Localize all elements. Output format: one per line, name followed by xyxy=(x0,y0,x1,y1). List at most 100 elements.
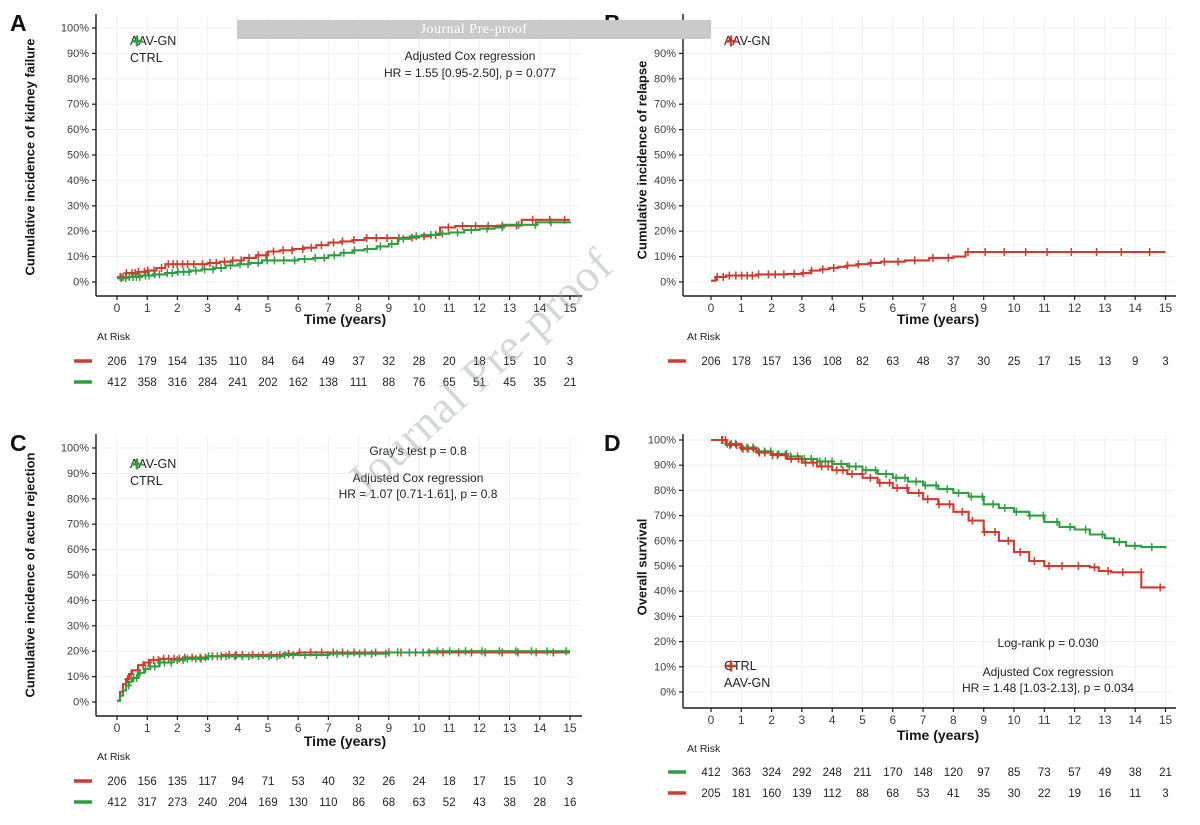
at-risk-value: 11 xyxy=(1129,788,1141,800)
x-tick-label: 0 xyxy=(114,301,121,315)
at-risk-value: 18 xyxy=(443,776,456,788)
at-risk-value: 135 xyxy=(168,776,187,788)
y-tick-label: 30% xyxy=(67,200,89,212)
panel-b-y-axis-title: Cumulative incidence of relapse xyxy=(634,60,650,260)
y-tick-label: 90% xyxy=(67,48,89,60)
x-tick-label: 1 xyxy=(144,301,151,315)
at-risk-value: 412 xyxy=(701,767,720,779)
at-risk-value: 108 xyxy=(823,356,842,368)
panel-c-y-axis-title: Cumulative incidence of acute rejection xyxy=(22,452,38,698)
x-tick-label: 12 xyxy=(1068,301,1082,315)
panel-c-annotation-line: Gray's test p = 0.8 xyxy=(369,444,467,458)
y-tick-label: 70% xyxy=(654,99,676,111)
x-tick-label: 8 xyxy=(950,301,957,315)
panel-a-label: A xyxy=(10,10,27,36)
x-tick-label: 3 xyxy=(799,713,806,727)
at-risk-value: 18 xyxy=(473,356,486,368)
at-risk-table: 206 179 154 135 110 84 64 49 37 32 28 20 18 15 10 3 412 3… xyxy=(74,356,576,389)
x-tick-label: 3 xyxy=(799,301,806,315)
at-risk-row-aav-gn: 205 181 160 139 112 88 68 53 41 35 30 22 19 16 11 3 xyxy=(668,788,1169,800)
x-tick-label: 10 xyxy=(412,721,426,735)
at-risk-table: 206 156 135 117 94 71 53 40 32 26 24 18 17 15 10 3 412 31… xyxy=(74,776,576,809)
y-tick-label: 0% xyxy=(660,687,676,699)
panel-c: 0% 10% 20% 30% 40% 50% 60% 70% 80% 90% 100% 0 1 2 3 4 5 6… xyxy=(8,420,600,825)
at-risk-value: 28 xyxy=(413,356,426,368)
at-risk-value: 21 xyxy=(564,377,577,389)
x-tick-label: 3 xyxy=(204,721,211,735)
panel-d-annotation-line: Adjusted Cox regression xyxy=(982,665,1114,679)
at-risk-value: 160 xyxy=(762,788,781,800)
at-risk-value: 156 xyxy=(138,776,157,788)
y-tick-label: 70% xyxy=(654,510,676,522)
legend-label: AAV-GN xyxy=(130,456,177,471)
y-tick-label: 60% xyxy=(67,124,89,136)
x-tick-label: 4 xyxy=(829,713,836,727)
x-tick-label: 1 xyxy=(738,301,745,315)
x-tick-label: 7 xyxy=(325,301,332,315)
at-risk-value: 26 xyxy=(382,776,395,788)
x-tick-label: 1 xyxy=(738,713,745,727)
y-tick-label: 30% xyxy=(654,200,676,212)
x-tick-label: 14 xyxy=(533,721,547,735)
y-tick-label: 70% xyxy=(67,519,89,531)
at-risk-value: 53 xyxy=(292,776,305,788)
panel-d: 0% 10% 20% 30% 40% 50% 60% 70% 80% 90% 100% 0 1 2 3 4 5 6… xyxy=(602,420,1194,825)
at-risk-value: 110 xyxy=(319,797,337,809)
panel-a: 0% 10% 20% 30% 40% 50% 60% 70% 80% 90% 100% 0 1 2 3 4 5 6… xyxy=(8,0,600,412)
at-risk-value: 240 xyxy=(198,797,217,809)
panel-c-annotation-line: HR = 1.07 [0.71-1.61], p = 0.8 xyxy=(338,487,498,501)
x-tick-label: 9 xyxy=(980,301,987,315)
at-risk-value: 206 xyxy=(107,356,126,368)
x-tick-label: 9 xyxy=(385,721,392,735)
panel-d-annotation-line: Log-rank p = 0.030 xyxy=(997,636,1099,650)
x-tick-label: 6 xyxy=(889,713,896,727)
censor-cross-icon xyxy=(131,35,143,47)
at-risk-value: 76 xyxy=(413,377,426,389)
at-risk-value: 284 xyxy=(198,377,218,389)
at-risk-value: 86 xyxy=(352,797,365,809)
at-risk-value: 22 xyxy=(1038,788,1051,800)
at-risk-value: 41 xyxy=(947,788,960,800)
at-risk-value: 68 xyxy=(886,788,899,800)
y-tick-label: 90% xyxy=(67,468,89,480)
panel-d-at-risk-label: At Risk xyxy=(687,743,721,755)
at-risk-value: 24 xyxy=(413,776,426,788)
x-tick-label: 3 xyxy=(204,301,211,315)
at-risk-value: 19 xyxy=(1068,788,1081,800)
at-risk-value: 94 xyxy=(231,776,244,788)
at-risk-value: 3 xyxy=(567,356,573,368)
panel-d-y-axis-title: Overall survival xyxy=(634,518,650,616)
at-risk-value: 51 xyxy=(473,377,486,389)
legend-item-aav-gn: AAV-GN xyxy=(724,660,770,690)
at-risk-value: 65 xyxy=(443,377,456,389)
at-risk-row-aav-gn: 206 179 154 135 110 84 64 49 37 32 28 20 18 15 10 3 xyxy=(74,356,573,368)
x-tick-label: 11 xyxy=(1038,713,1051,727)
y-tick-label: 60% xyxy=(654,124,676,136)
panel-a-plot: 0%10%20%30%40%50%60%70%80%90%100%0 1 2 3 4 5 6… xyxy=(61,14,582,389)
at-risk-value: 273 xyxy=(168,797,187,809)
x-tick-label: 2 xyxy=(174,721,181,735)
legend-label: AAV-GN xyxy=(130,33,177,48)
x-tick-label: 11 xyxy=(1038,301,1051,315)
at-risk-value: 17 xyxy=(1038,356,1051,368)
at-risk-value: 154 xyxy=(168,356,188,368)
journal-preproof-banner: Journal Pre-proof xyxy=(237,20,711,39)
x-tick-label: 6 xyxy=(295,721,302,735)
at-risk-value: 111 xyxy=(350,377,367,389)
panel-c-legend: AAV-GN CTRL xyxy=(130,456,177,488)
y-tick-label: 20% xyxy=(67,646,89,658)
at-risk-value: 206 xyxy=(701,356,720,368)
y-tick-label: 90% xyxy=(654,48,676,60)
at-risk-value: 20 xyxy=(443,356,456,368)
censor-marks xyxy=(718,436,1156,552)
at-risk-value: 120 xyxy=(944,767,963,779)
at-risk-value: 10 xyxy=(533,356,546,368)
at-risk-value: 30 xyxy=(977,356,990,368)
at-risk-value: 292 xyxy=(792,767,811,779)
x-tick-label: 6 xyxy=(889,301,896,315)
y-tick-label: 60% xyxy=(654,535,676,547)
at-risk-value: 82 xyxy=(856,356,869,368)
at-risk-value: 28 xyxy=(533,797,546,809)
at-risk-value: 3 xyxy=(1162,356,1168,368)
at-risk-value: 88 xyxy=(382,377,395,389)
